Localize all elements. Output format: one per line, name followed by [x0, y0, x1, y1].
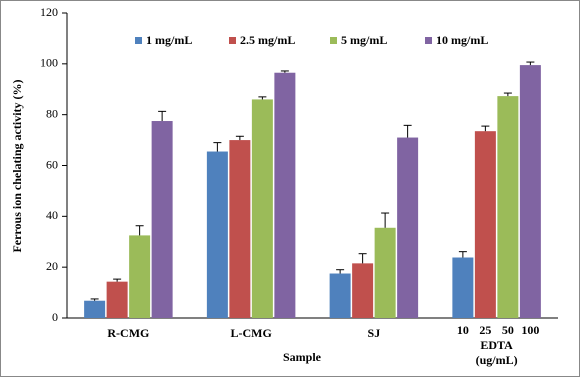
x-tick-label: R-CMG — [107, 326, 149, 340]
bar — [206, 151, 228, 318]
legend-label: 10 mg/mL — [436, 33, 488, 47]
y-tick-label: 120 — [40, 5, 58, 19]
bar — [452, 257, 474, 318]
legend-swatch — [425, 37, 432, 44]
x-axis-label: Sample — [283, 350, 322, 364]
dose-label: 10 — [457, 323, 469, 337]
y-axis-label: Ferrous ion chelating activity (%) — [10, 79, 24, 252]
dose-label: 100 — [521, 323, 539, 337]
bar — [474, 131, 496, 318]
bar — [497, 96, 519, 318]
y-tick-label: 60 — [46, 157, 58, 171]
y-tick-label: 100 — [40, 56, 58, 70]
legend-swatch — [229, 37, 236, 44]
bar — [84, 300, 106, 318]
y-tick-label: 80 — [46, 106, 58, 120]
bar — [397, 137, 419, 318]
bar — [274, 72, 296, 319]
y-tick-label: 0 — [52, 310, 58, 324]
dose-label: 25 — [479, 323, 491, 337]
bar — [519, 65, 541, 319]
x-tick-label: L-CMG — [230, 326, 271, 340]
legend-label: 5 mg/mL — [341, 33, 387, 47]
bar — [229, 140, 251, 318]
legend-label: 2.5 mg/mL — [240, 33, 295, 47]
legend-label: 1 mg/mL — [146, 33, 192, 47]
dose-label: 50 — [502, 323, 514, 337]
bar — [352, 263, 374, 318]
bar — [329, 273, 351, 318]
y-tick-label: 40 — [46, 208, 58, 222]
y-tick-label: 20 — [46, 259, 58, 273]
bar — [151, 121, 173, 318]
x-tick-label: EDTA — [480, 338, 513, 352]
legend-swatch — [330, 37, 337, 44]
bar — [129, 235, 151, 318]
legend-swatch — [135, 37, 142, 44]
unit-label: (ug/mL) — [476, 353, 518, 367]
x-tick-label: SJ — [368, 326, 381, 340]
bar — [251, 99, 273, 319]
bar — [374, 227, 396, 318]
bar — [106, 281, 128, 318]
